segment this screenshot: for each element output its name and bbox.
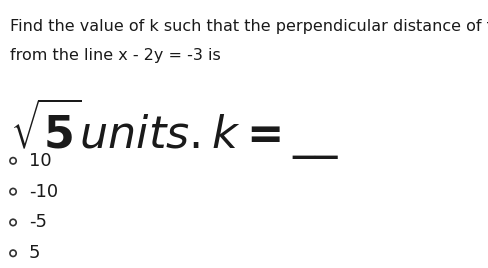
Text: -10: -10 (29, 183, 58, 201)
Text: 5: 5 (29, 244, 40, 262)
Text: 10: 10 (29, 152, 51, 170)
Text: $\mathbf{\sqrt{5}}$$\mathbf{\it{units. k}}$$\mathbf{ = }$__: $\mathbf{\sqrt{5}}$$\mathbf{\it{units. k… (10, 96, 339, 162)
Text: from the line x - 2y = -3 is: from the line x - 2y = -3 is (10, 48, 221, 63)
Text: -5: -5 (29, 213, 47, 232)
Text: Find the value of k such that the perpendicular distance of the point (2,k): Find the value of k such that the perpen… (10, 19, 488, 34)
